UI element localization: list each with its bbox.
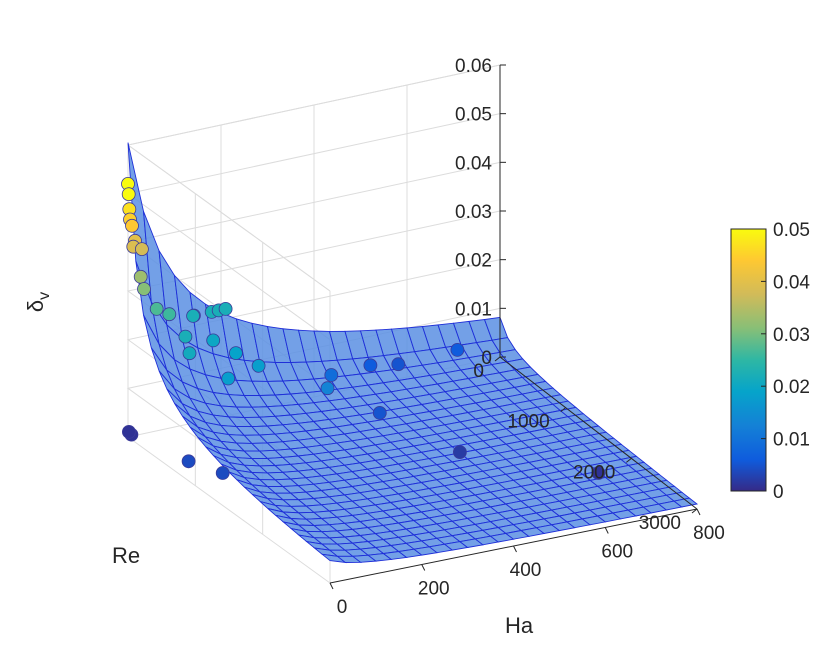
re-tick-mark (560, 407, 566, 413)
re-tick-label: 1000 (507, 412, 549, 433)
ha-tick-mark (604, 527, 609, 534)
data-point (228, 346, 243, 361)
ha-tick-label: 600 (601, 542, 633, 563)
re-tick-label: 2000 (573, 462, 615, 483)
data-point (178, 329, 193, 344)
z-tick-label: 0.01 (455, 299, 492, 320)
re-tick-label: 3000 (639, 513, 681, 534)
re-axis-ticks: 0 1000 2000 3000 (473, 356, 698, 534)
data-point (218, 301, 233, 316)
colorbar-tick-label: 0.04 (773, 272, 810, 293)
data-point (186, 308, 201, 323)
data-point (182, 346, 197, 361)
data-point (125, 218, 139, 233)
ha-tick-mark (329, 582, 334, 590)
ha-tick-label: 400 (510, 560, 542, 581)
z-tick-label: 0.02 (455, 251, 492, 272)
z-tick-label: 0.06 (455, 56, 492, 77)
data-point (320, 381, 335, 396)
ha-axis-label: Ha (505, 613, 534, 638)
colorbar-gradient (730, 228, 767, 492)
colorbar-tick-label: 0.05 (773, 220, 810, 241)
ha-tick-mark (421, 564, 426, 571)
re-axis-line (499, 356, 698, 510)
data-point (591, 466, 606, 480)
colorbar-tick-label: 0.02 (773, 377, 810, 398)
data-point (450, 342, 465, 357)
data-point (215, 466, 230, 480)
data-point (372, 405, 387, 420)
z-tick-label: 0 (481, 348, 492, 369)
z-tick-label: 0.03 (455, 202, 492, 223)
re-axis-label: Re (112, 543, 140, 568)
ha-axis-ticks: 0 200 400 600 800 (329, 508, 725, 618)
data-point (206, 333, 221, 348)
re-tick-label: 0 (473, 361, 484, 382)
data-point (121, 187, 136, 202)
data-point (251, 358, 266, 373)
data-point (324, 368, 339, 382)
z-axis-label: δv (23, 292, 53, 312)
z-tick-label: 0.05 (455, 105, 492, 126)
ha-tick-mark (696, 508, 701, 516)
ha-tick-label: 200 (418, 579, 450, 600)
ha-tick-label: 0 (337, 597, 348, 618)
data-point (181, 454, 196, 469)
z-axis-ticks: 0 0.01 0.02 0.03 0.04 0.05 0.06 (455, 56, 506, 369)
colorbar-tick-label: 0.03 (773, 325, 810, 346)
data-point (137, 282, 151, 296)
z-axis-label-sub: v (36, 292, 53, 300)
data-point (221, 371, 236, 386)
z-tick-label: 0.04 (455, 153, 492, 174)
data-point (162, 307, 177, 322)
data-point (149, 301, 164, 316)
data-point (452, 445, 467, 460)
ha-tick-mark (513, 545, 517, 553)
colorbar-tick-label: 0.01 (773, 430, 810, 451)
ha-tick-label: 800 (693, 523, 725, 544)
re-tick-mark (626, 457, 632, 463)
colorbar-ticks: 0 0.01 0.02 0.03 0.04 0.05 (761, 220, 810, 503)
data-point (391, 357, 406, 372)
re-tick-mark (494, 356, 501, 362)
re-tick-mark (691, 508, 698, 514)
data-point (134, 242, 149, 257)
colorbar: 0 0.01 0.02 0.03 0.04 0.05 (730, 220, 810, 503)
colorbar-tick-label: 0 (773, 482, 784, 503)
z-axis-label-main: δ (23, 300, 48, 312)
data-point (121, 424, 136, 439)
data-point (133, 269, 148, 284)
data-point (363, 358, 378, 373)
surface-mesh (127, 142, 699, 564)
scatter-points (121, 176, 606, 480)
